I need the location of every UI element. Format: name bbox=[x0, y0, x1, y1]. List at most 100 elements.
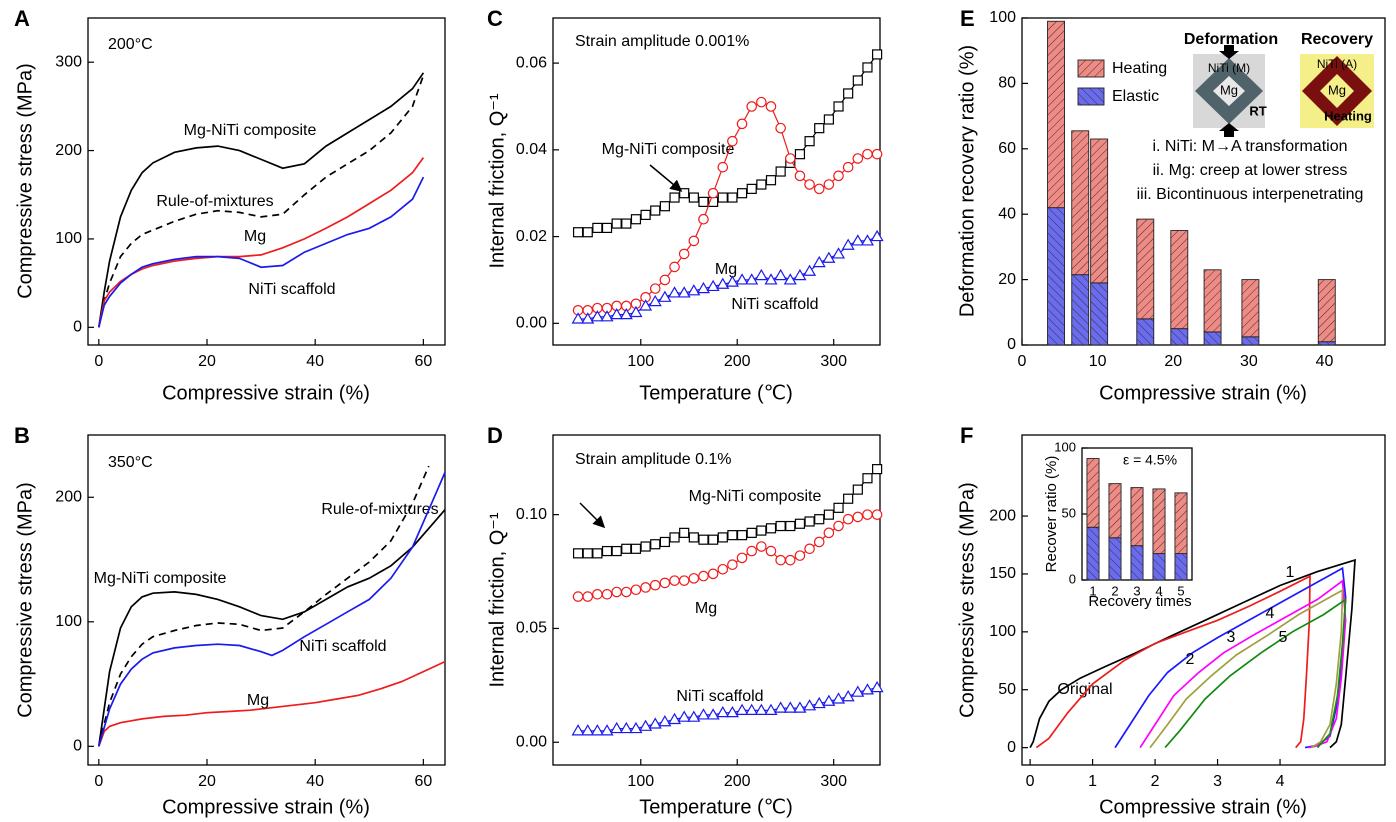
marker bbox=[871, 148, 883, 160]
marker bbox=[582, 227, 593, 238]
series-line bbox=[97, 472, 446, 747]
x-tick-label: 40 bbox=[1316, 353, 1334, 370]
marker bbox=[843, 493, 854, 504]
series-label: Original bbox=[1057, 681, 1112, 698]
marker bbox=[581, 312, 595, 324]
bar-segment bbox=[1174, 492, 1188, 555]
marker bbox=[823, 114, 834, 125]
series-label: NiTi scaffold bbox=[299, 638, 386, 655]
marker bbox=[621, 218, 632, 229]
marker bbox=[678, 248, 690, 260]
marker bbox=[870, 680, 884, 693]
series-label: Mg-NiTi composite bbox=[689, 488, 822, 505]
marker bbox=[677, 710, 691, 722]
marker bbox=[812, 696, 826, 709]
y-tick-label: 100 bbox=[55, 230, 82, 247]
marker bbox=[774, 701, 788, 713]
marker bbox=[610, 721, 624, 734]
x-tick-label: 1 bbox=[1088, 773, 1097, 790]
marker bbox=[640, 209, 651, 220]
bar-segment bbox=[1086, 458, 1100, 528]
marker bbox=[698, 213, 709, 225]
x-tick-label: 20 bbox=[1164, 353, 1182, 370]
marker bbox=[725, 275, 739, 287]
marker bbox=[571, 312, 585, 324]
marker bbox=[736, 552, 748, 564]
bar-segment bbox=[1241, 336, 1260, 346]
series-label: Mg bbox=[247, 692, 269, 709]
marker bbox=[794, 518, 806, 529]
marker bbox=[794, 149, 806, 160]
marker bbox=[823, 527, 835, 539]
marker bbox=[862, 148, 873, 160]
marker bbox=[648, 294, 662, 307]
marker bbox=[727, 192, 738, 203]
y-axis-label: Compressive stress (MPa) bbox=[956, 482, 978, 718]
series-label: Mg-NiTi composite bbox=[184, 122, 317, 139]
y-tick-label: 0.05 bbox=[516, 620, 547, 637]
y-tick-label: 300 bbox=[55, 53, 82, 70]
marker bbox=[746, 545, 758, 557]
series-label: NiTi scaffold bbox=[676, 688, 763, 705]
x-tick-label: 40 bbox=[306, 353, 324, 370]
bar-segment bbox=[1317, 279, 1336, 343]
bar-segment bbox=[1170, 328, 1189, 346]
panel-letter: E bbox=[960, 6, 975, 31]
marker bbox=[783, 701, 797, 713]
y-tick-label: 0.10 bbox=[516, 506, 547, 523]
marker bbox=[746, 527, 757, 538]
y-tick-label: 0.04 bbox=[516, 141, 547, 158]
marker bbox=[774, 268, 788, 281]
marker bbox=[658, 715, 672, 727]
marker bbox=[640, 582, 651, 593]
marker bbox=[756, 96, 767, 108]
schematic-arrow bbox=[1219, 123, 1239, 137]
bar-segment bbox=[1174, 553, 1188, 581]
legend-swatch bbox=[1077, 87, 1105, 106]
panel: B 350°C Compressive strain (%) Compressive … bbox=[14, 423, 446, 818]
panel-letter: F bbox=[960, 423, 973, 448]
marker bbox=[669, 192, 680, 203]
y-axis-label: Deformation recovery ratio (%) bbox=[956, 45, 978, 317]
panel-letter: A bbox=[14, 6, 30, 31]
bar-segment bbox=[1130, 545, 1144, 581]
marker bbox=[592, 548, 603, 559]
note: i. NiTi: M→A transformation bbox=[1152, 138, 1347, 155]
y-tick-label: 0.00 bbox=[516, 315, 547, 332]
schematic-title: Recovery bbox=[1301, 31, 1373, 48]
legend-label: Elastic bbox=[1112, 88, 1159, 105]
x-tick-label: 2 bbox=[1111, 583, 1118, 598]
series-label: 5 bbox=[1279, 629, 1288, 646]
marker bbox=[659, 536, 670, 548]
marker bbox=[804, 136, 815, 147]
x-tick-label: 3 bbox=[1133, 583, 1140, 598]
y-tick-label: 100 bbox=[55, 613, 82, 630]
y-tick-label: 80 bbox=[998, 75, 1016, 92]
y-tick-label: 100 bbox=[989, 9, 1016, 26]
series-label: NiTi scaffold bbox=[248, 281, 335, 298]
schematic-mg bbox=[1320, 74, 1354, 108]
x-tick-label: 4 bbox=[1155, 583, 1162, 598]
marker bbox=[727, 530, 738, 541]
marker bbox=[669, 575, 680, 586]
panel-letter: B bbox=[14, 423, 30, 448]
marker bbox=[842, 513, 854, 525]
marker bbox=[803, 699, 817, 711]
marker bbox=[725, 705, 739, 718]
marker bbox=[833, 101, 844, 112]
marker bbox=[860, 234, 875, 246]
marker bbox=[775, 520, 786, 532]
series-line bbox=[97, 157, 425, 328]
marker bbox=[619, 721, 633, 734]
y-tick-label: 20 bbox=[998, 271, 1016, 288]
marker bbox=[630, 214, 642, 225]
marker bbox=[698, 534, 709, 545]
series-line bbox=[97, 75, 425, 328]
x-tick-label: 200 bbox=[724, 773, 751, 790]
x-axis-label: Compressive strain (%) bbox=[1099, 382, 1307, 404]
plot-frame bbox=[552, 434, 881, 766]
marker bbox=[784, 554, 796, 566]
marker bbox=[812, 255, 826, 268]
x-tick-label: 5 bbox=[1177, 583, 1184, 598]
series-label: 2 bbox=[1186, 651, 1195, 668]
